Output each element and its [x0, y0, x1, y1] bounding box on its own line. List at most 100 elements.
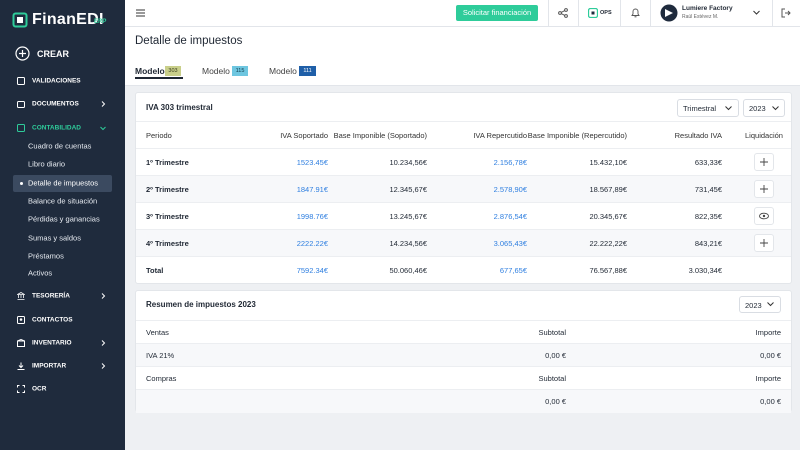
amount: 3.065,43€	[493, 239, 527, 248]
menu-item-active[interactable]: CONTABILIDAD	[32, 124, 81, 132]
submenu-item[interactable]: Balance de situación	[28, 196, 98, 206]
menu-item[interactable]: VALIDACIONES	[32, 77, 81, 85]
menu-icon	[17, 316, 25, 324]
create-button[interactable]: CREAR	[37, 49, 70, 59]
amount: 22.222,22€	[589, 239, 627, 248]
quarterly-card: IVA 303 trimestral Trimestral 2023 Perio…	[135, 92, 792, 284]
column-header: Base Imponible (Soportado)	[333, 131, 427, 140]
page-header: Detalle de impuestos Modelo 303 Modelo 1…	[125, 27, 800, 86]
total-label: Total	[146, 266, 164, 275]
submenu-item[interactable]: Cuadro de cuentas	[28, 141, 92, 151]
menu-icon	[17, 362, 25, 370]
brand-badge: ERP	[94, 19, 107, 25]
menu-icon	[17, 124, 25, 132]
divider	[548, 0, 549, 26]
finance-button[interactable]: Solicitar financiación	[456, 5, 538, 21]
menu-item[interactable]: IMPORTAR	[32, 362, 67, 370]
purchases-totals: 0,00 € 0,00 €	[136, 389, 791, 413]
submenu-item[interactable]: Préstamos	[28, 251, 64, 261]
liquidation-button[interactable]	[754, 207, 774, 225]
ops-label[interactable]: OPS	[600, 10, 612, 16]
amount: 12.345,67€	[389, 185, 427, 194]
tab[interactable]: Modelo	[269, 66, 297, 76]
year-select[interactable]: 2023	[743, 99, 785, 117]
ops-icon[interactable]	[588, 8, 598, 18]
menu-item[interactable]: INVENTARIO	[32, 339, 72, 347]
liquidation-button[interactable]	[754, 234, 774, 252]
avatar[interactable]	[660, 4, 678, 22]
bell-icon[interactable]	[631, 8, 640, 18]
amount: 0,00 €	[760, 351, 781, 360]
menu-item[interactable]: TESORERÍA	[32, 292, 70, 300]
submenu-item[interactable]: Sumas y saldos	[28, 233, 81, 243]
period-label: 1º Trimestre	[146, 158, 189, 167]
amount: 2222.22€	[296, 239, 328, 248]
tab[interactable]: Modelo	[202, 66, 230, 76]
hamburger[interactable]	[136, 9, 145, 17]
submenu-item[interactable]: Pérdidas y ganancias	[28, 214, 100, 224]
create-icon[interactable]	[15, 46, 30, 61]
menu-icon	[17, 385, 25, 393]
company-name: Lumiere Factory	[682, 5, 733, 12]
divider	[772, 0, 773, 26]
active-highlight	[13, 175, 112, 192]
total-amount: 7592.34€	[296, 266, 328, 275]
amount: 20.345,67€	[589, 212, 627, 221]
menu-item[interactable]: CONTACTOS	[32, 316, 73, 324]
column-header: Importe	[755, 328, 781, 337]
plus-icon	[760, 158, 768, 166]
table-row: 2º Trimestre 1847.91€ 12.345,67€ 2.578,90€ 1…	[136, 175, 791, 203]
sales-row: IVA 21% 0,00 € 0,00 €	[136, 343, 791, 367]
amount: 1523.45€	[296, 158, 328, 167]
amount: 2.156,78€	[493, 158, 527, 167]
chevron	[101, 340, 106, 346]
liquidation-button[interactable]	[754, 180, 774, 198]
menu-icon	[17, 77, 25, 85]
amount: 1847.91€	[296, 185, 328, 194]
share-icon[interactable]	[558, 8, 568, 18]
menu-item[interactable]: OCR	[32, 385, 47, 393]
period-label: 4º Trimestre	[146, 239, 189, 248]
period-select[interactable]: Trimestral	[677, 99, 739, 117]
divider	[620, 0, 621, 26]
page-title: Detalle de impuestos	[135, 35, 243, 47]
submenu-item[interactable]: Activos	[28, 268, 53, 278]
select-chevron	[725, 106, 732, 111]
submenu-item[interactable]: Libro diario	[28, 159, 66, 169]
period-label: 3º Trimestre	[146, 212, 189, 221]
tab-badge: 115	[232, 66, 248, 76]
amount: 10.234,56€	[389, 158, 427, 167]
divider	[650, 0, 651, 26]
card-title: Resumen de impuestos 2023	[146, 300, 256, 309]
menu-item[interactable]: DOCUMENTOS	[32, 100, 79, 108]
amount: 731,45€	[694, 185, 722, 194]
column-header: Ventas	[146, 328, 169, 337]
amount: 843,21€	[694, 239, 722, 248]
chevron	[101, 293, 106, 299]
submenu-item-active[interactable]: Detalle de impuestos	[28, 178, 99, 188]
tab[interactable]: Modelo	[135, 66, 165, 76]
amount: 18.567,89€	[589, 185, 627, 194]
amount: 0,00 €	[760, 397, 781, 406]
logout-icon[interactable]	[781, 8, 791, 18]
year-select[interactable]: 2023	[739, 296, 781, 313]
total-amount: 76.567,88€	[589, 266, 627, 275]
amount: 2.578,90€	[493, 185, 527, 194]
column-header: Resultado IVA	[674, 131, 722, 140]
table-row: 3º Trimestre 1998.76€ 13.245,67€ 2.876,54€ 2…	[136, 202, 791, 230]
summary-card: Resumen de impuestos 2023 2023 Ventas Sub…	[135, 290, 792, 413]
table-row: 1º Trimestre 1523.45€ 10.234,56€ 2.156,78€ 1…	[136, 148, 791, 176]
column-header: Compras	[146, 374, 177, 383]
user-name: Raúl Estévez M.	[682, 14, 719, 20]
column-header: IVA Repercutido	[473, 131, 527, 140]
user-chevron[interactable]	[753, 10, 760, 16]
amount: 0,00 €	[545, 397, 566, 406]
purchases-header: Compras Subtotal Importe	[136, 366, 791, 390]
tax-label: IVA 21%	[146, 351, 175, 360]
tab-badge: 303	[165, 66, 181, 76]
liquidation-button[interactable]	[754, 153, 774, 171]
chevron	[101, 363, 106, 369]
menu-icon	[17, 101, 25, 108]
amount: 1998.76€	[296, 212, 328, 221]
